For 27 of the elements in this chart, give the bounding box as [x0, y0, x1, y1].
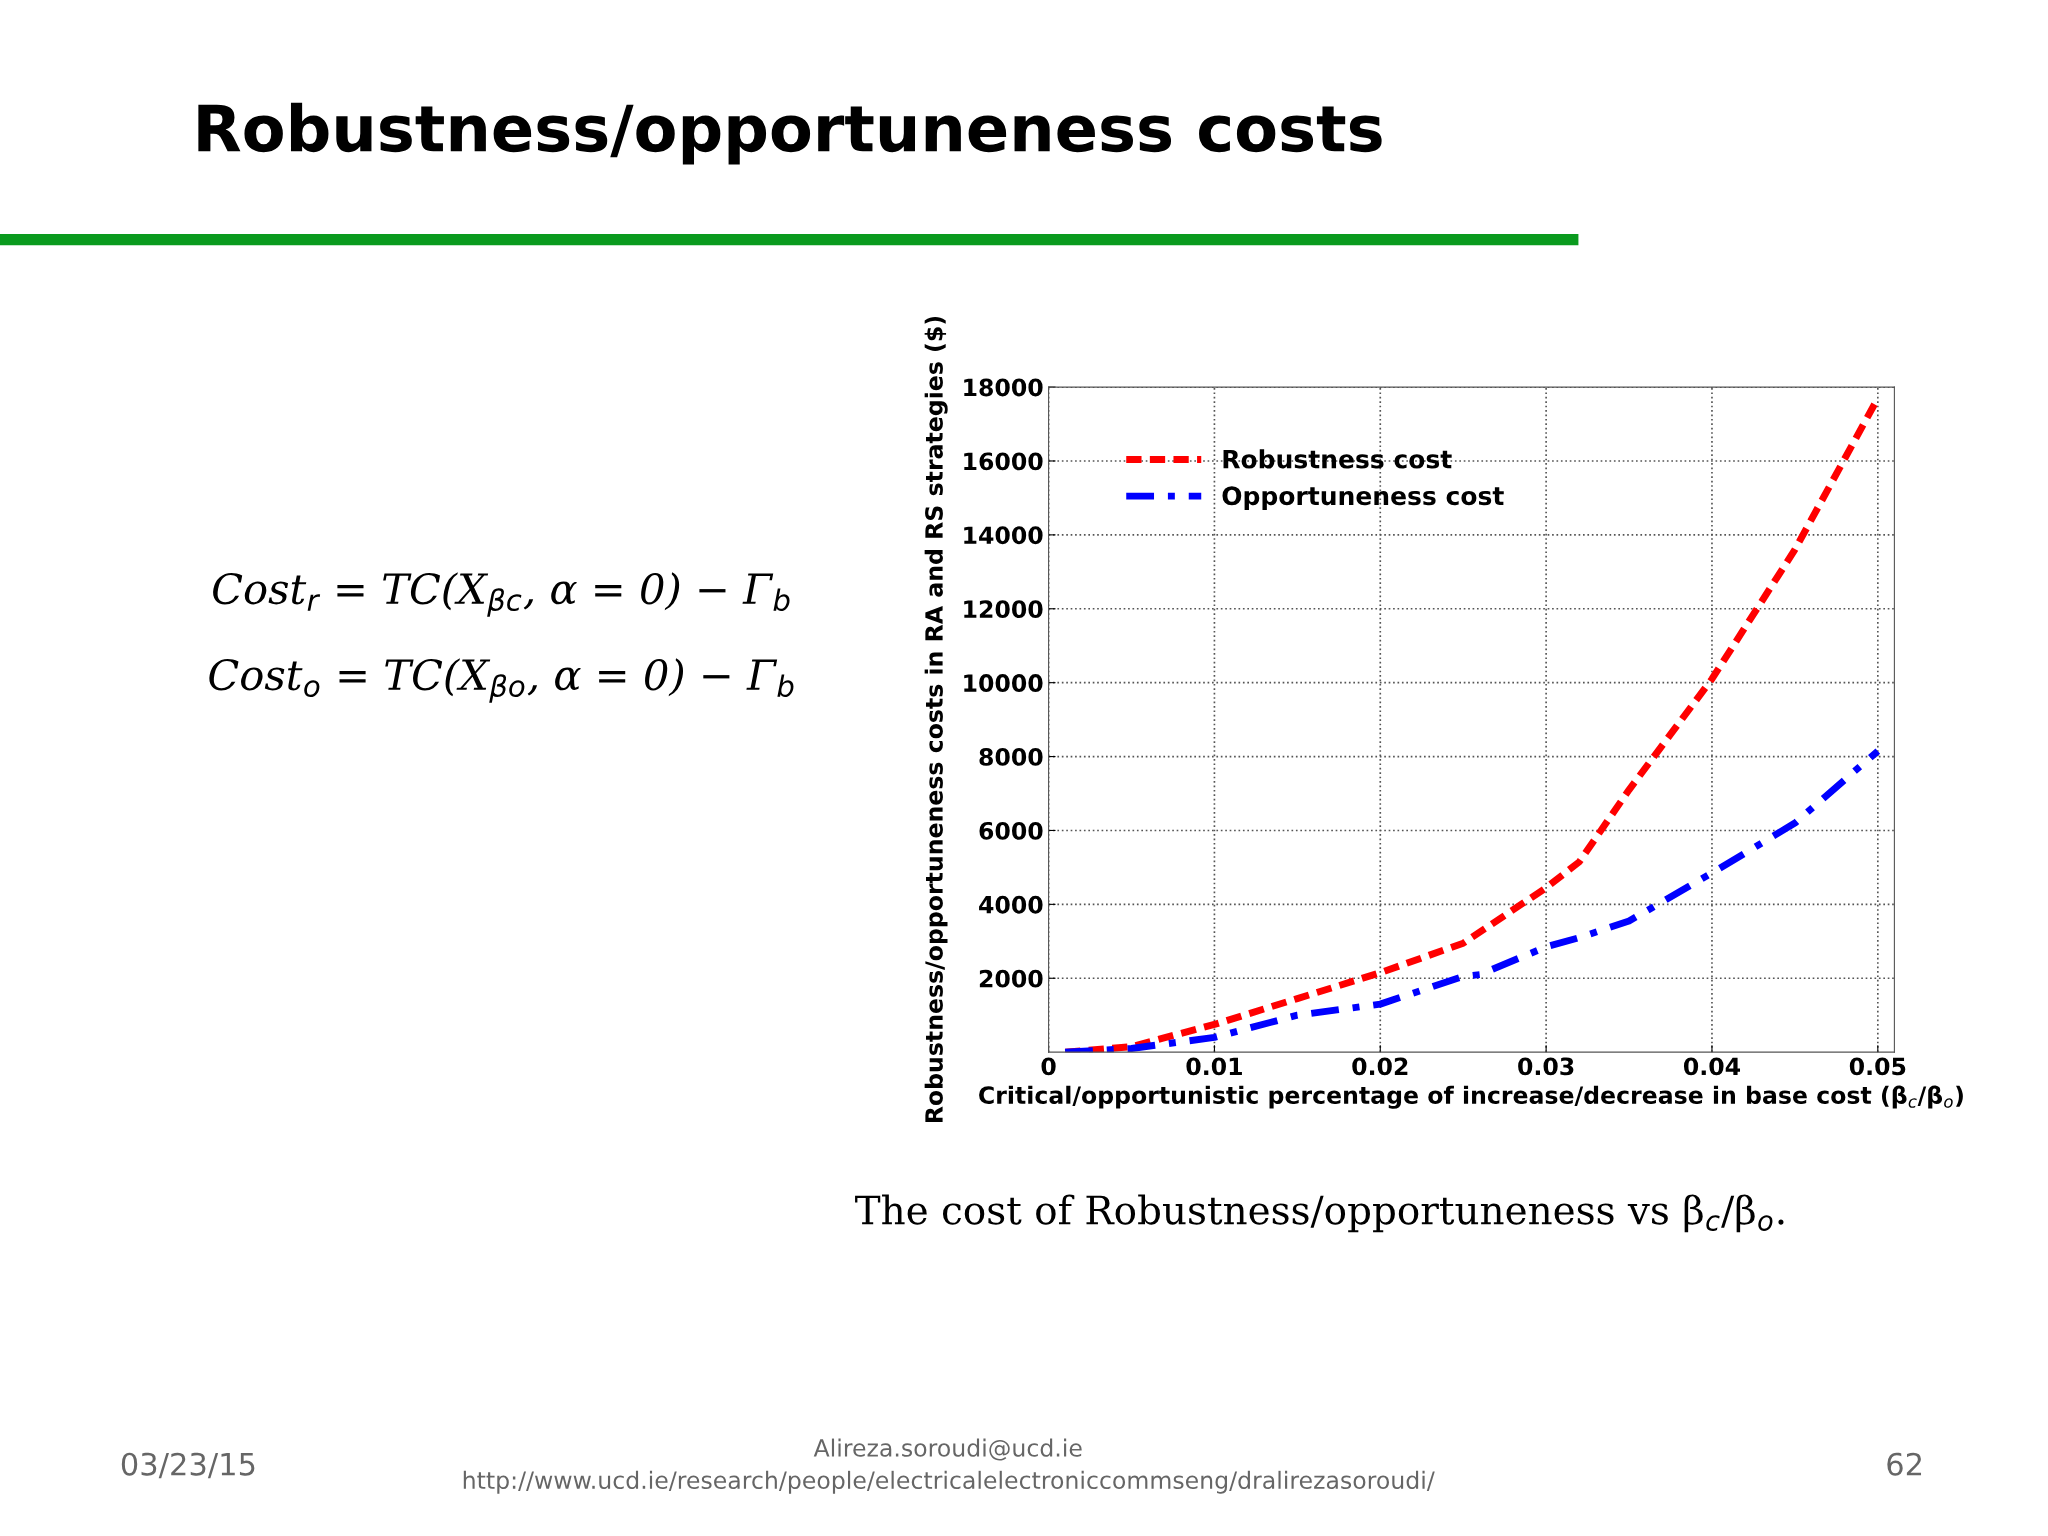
legend-label: Opportuneness cost — [1222, 486, 1504, 511]
x-tick-label: 0.04 — [1683, 1057, 1741, 1076]
y-tick-label: 10000 — [964, 674, 1043, 692]
x-axis-title: Critical/opportunistic percentage of increase/decrease in base cost (β$_{c}$/β$_{o}$) — [979, 1085, 1963, 1109]
y-tick-label: 12000 — [964, 600, 1043, 619]
y-axis-title: Robustness/opportuneness costs in RA and RS strategies ($) — [924, 316, 948, 1123]
y-tick-label: 6000 — [979, 821, 1043, 840]
y-tick-label: 8000 — [979, 748, 1043, 766]
chart-title: Robustness/opportuneness costs — [198, 102, 1382, 165]
text: Cost$_{r}$ = TC(X$_{βc}$, α = 0) − Γ$_{b}$ — [213, 572, 790, 617]
x-tick-label: 0.03 — [1518, 1057, 1574, 1076]
x-tick-label: 0 — [1041, 1057, 1056, 1076]
y-tick-label: 4000 — [979, 895, 1043, 914]
text: Cost$_{o}$ = TC(X$_{βo}$, α = 0) − Γ$_{b}$ — [209, 658, 794, 703]
text: Alireza.soroudi@ucd.ie — [813, 1438, 1082, 1461]
y-tick-label: 18000 — [964, 378, 1043, 397]
text: The cost of Robustness/opportuneness vs β$_{c}$/β$_{o}$. — [855, 1194, 1784, 1233]
text: 03/23/15 — [121, 1452, 255, 1479]
legend-label: Robustness cost — [1223, 449, 1452, 469]
y-tick-label: 16000 — [964, 452, 1043, 471]
x-tick-label: 0.01 — [1186, 1057, 1242, 1076]
text: http://www.ucd.ie/research/people/electricalelectroniccommseng/dralirezasoroudi/ — [463, 1470, 1435, 1494]
y-tick-label: 2000 — [979, 969, 1043, 988]
text: 62 — [1887, 1452, 1922, 1476]
y-tick-label: 14000 — [964, 526, 1043, 545]
x-tick-label: 0.02 — [1352, 1057, 1408, 1076]
x-tick-label: 0.05 — [1849, 1057, 1906, 1076]
